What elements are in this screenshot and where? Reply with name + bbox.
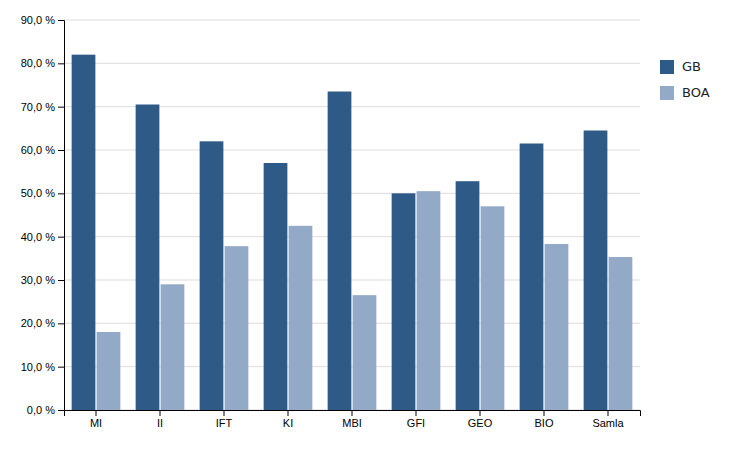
tick-mark: [58, 107, 64, 108]
tick-mark: [58, 63, 64, 64]
tick-label: KI: [283, 417, 293, 429]
bar: [520, 144, 544, 411]
tick-mark: [58, 237, 64, 238]
grid-line: [64, 20, 640, 21]
tick: GEO: [468, 410, 493, 429]
tick-mark: [608, 410, 609, 416]
tick: BIO: [535, 410, 554, 429]
legend-label: BOA: [682, 85, 710, 100]
tick-mark: [288, 410, 289, 416]
tick-label: MI: [90, 417, 102, 429]
tick-label: 40,0 %: [21, 231, 55, 243]
axis-line: [58, 21, 65, 411]
tick: KI: [283, 410, 293, 429]
tick: 70,0 %: [21, 101, 64, 113]
bars: [72, 55, 633, 410]
tick-label: MBI: [342, 417, 362, 429]
tick-mark: [58, 193, 64, 194]
tick: II: [157, 410, 163, 429]
tick-mark: [224, 410, 225, 416]
tick: GFI: [407, 410, 425, 429]
bar-series: [97, 191, 633, 410]
tick-label: 90,0 %: [21, 14, 55, 26]
tick: 90,0 %: [21, 14, 64, 26]
tick: 50,0 %: [21, 187, 64, 199]
bar-series: [72, 55, 608, 410]
bar: [584, 131, 608, 411]
tick-mark: [96, 410, 97, 416]
tick-label: IFT: [216, 417, 233, 429]
bar: [456, 181, 480, 410]
tick-label: 10,0 %: [21, 361, 55, 373]
tick: 20,0 %: [21, 317, 64, 329]
bar: [545, 244, 569, 410]
tick-mark: [58, 150, 64, 151]
axis-line: [65, 411, 641, 417]
tick-label: BIO: [535, 417, 554, 429]
tick-mark: [352, 410, 353, 416]
tick-mark: [58, 280, 64, 281]
tick-label: 70,0 %: [21, 101, 55, 113]
legend-label: GB: [682, 59, 701, 74]
tick-mark: [544, 410, 545, 416]
legend-item: BOA: [660, 85, 710, 100]
tick-mark: [58, 323, 64, 324]
bar: [225, 246, 249, 410]
tick-mark: [160, 410, 161, 416]
chart: MI II IFT KI MBI GFI GEO BIO Samla 0,0 % 10,0 % 20,…: [0, 0, 750, 450]
bar: [289, 226, 313, 410]
tick-mark: [58, 367, 64, 368]
tick: 30,0 %: [21, 274, 64, 286]
tick: IFT: [216, 410, 233, 429]
plot: MI II IFT KI MBI GFI GEO BIO Samla 0,0 % 10,0 % 20,…: [21, 14, 641, 429]
bar: [264, 163, 288, 410]
bar: [200, 141, 224, 410]
legend-swatch: [660, 86, 674, 100]
tick-label: GEO: [468, 417, 493, 429]
tick: MBI: [342, 410, 362, 429]
tick-mark: [480, 410, 481, 416]
bar: [97, 332, 121, 410]
y-axis: 0,0 % 10,0 % 20,0 % 30,0 % 40,0 % 50,0 % 60,0 …: [21, 14, 65, 416]
grid: [64, 20, 640, 410]
tick: 80,0 %: [21, 57, 64, 69]
legend-swatch: [660, 60, 674, 74]
tick-label: II: [157, 417, 163, 429]
tick-mark: [58, 20, 64, 21]
tick: 10,0 %: [21, 361, 64, 373]
tick: 0,0 %: [27, 404, 64, 416]
tick: 40,0 %: [21, 231, 64, 243]
bar: [353, 295, 377, 410]
tick-label: 60,0 %: [21, 144, 55, 156]
bar: [417, 191, 441, 410]
bar: [72, 55, 96, 410]
tick-label: Samla: [592, 417, 624, 429]
bar: [136, 105, 160, 411]
x-axis: MI II IFT KI MBI GFI GEO BIO Samla: [65, 410, 641, 429]
tick: Samla: [592, 410, 624, 429]
grid-line: [64, 63, 640, 64]
tick-label: 80,0 %: [21, 57, 55, 69]
bar: [392, 193, 416, 410]
tick-label: 20,0 %: [21, 317, 55, 329]
legend: GB BOA: [660, 59, 710, 100]
tick-label: 0,0 %: [27, 404, 55, 416]
bar: [609, 257, 633, 410]
tick-label: 50,0 %: [21, 187, 55, 199]
bar: [161, 284, 185, 410]
legend-item: GB: [660, 59, 701, 74]
bar: [481, 206, 505, 410]
tick: MI: [90, 410, 102, 429]
tick-label: GFI: [407, 417, 425, 429]
tick-mark: [58, 410, 64, 411]
tick-mark: [416, 410, 417, 416]
tick: 60,0 %: [21, 144, 64, 156]
tick-label: 30,0 %: [21, 274, 55, 286]
bar: [328, 92, 352, 411]
